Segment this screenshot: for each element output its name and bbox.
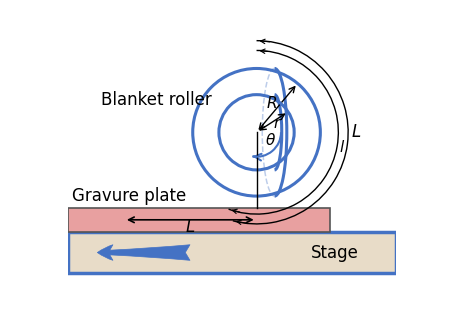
Text: Gravure plate: Gravure plate: [71, 187, 186, 205]
Text: L: L: [185, 218, 194, 236]
Text: Blanket roller: Blanket roller: [101, 90, 212, 109]
Text: L: L: [351, 123, 360, 141]
Text: θ: θ: [265, 133, 274, 149]
Bar: [68, 232, 395, 273]
Text: Stage: Stage: [310, 244, 357, 262]
Text: l: l: [339, 140, 343, 154]
Text: r: r: [273, 115, 279, 130]
Text: R: R: [266, 96, 277, 111]
Bar: [68, 208, 330, 232]
